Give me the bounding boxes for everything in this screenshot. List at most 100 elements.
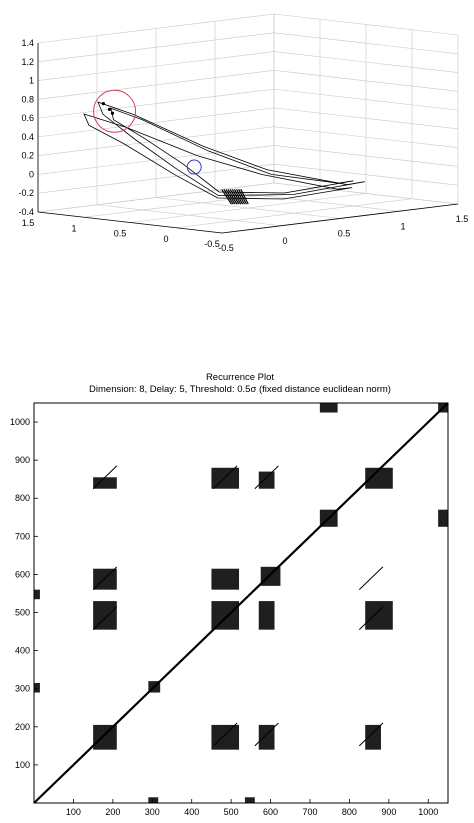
y-tick-label: 800: [15, 493, 30, 503]
y-tick-label: 1.5: [22, 218, 35, 228]
axis-line: [37, 211, 223, 234]
trajectory-line: [221, 189, 232, 205]
x-tick-label: 500: [224, 807, 239, 817]
recurrence-block: [365, 467, 393, 489]
grid-line: [37, 107, 275, 138]
trajectory-line: [238, 188, 247, 205]
z-tick-label: 0.6: [21, 113, 34, 123]
trajectory-line: [231, 189, 242, 205]
x-tick-label: 300: [145, 807, 160, 817]
grid-line: [37, 32, 275, 63]
recurrence-line: [213, 465, 238, 490]
recurrence-block: [260, 566, 281, 586]
recurrence-block: [93, 477, 117, 489]
grid-line: [37, 70, 275, 100]
recurrence-block: [319, 509, 338, 527]
grid-line: [37, 182, 275, 213]
grid-line: [273, 13, 459, 36]
plot-frame: [33, 402, 449, 804]
grid-line: [175, 198, 413, 229]
y-tick-label: 1000: [10, 417, 30, 427]
y-tick-label: 900: [15, 455, 30, 465]
annotations: [93, 89, 202, 175]
x-tick-label: 200: [105, 807, 120, 817]
y-tick-label: 300: [15, 684, 30, 694]
recurrence-block: [148, 681, 161, 693]
x-tick-label: 400: [184, 807, 199, 817]
grid-line: [273, 107, 459, 130]
trajectory-line: [229, 189, 240, 205]
recurrence-line: [358, 566, 384, 591]
trajectory-line: [223, 189, 234, 205]
x-tick-label: 1000: [418, 807, 438, 817]
grid-line: [273, 70, 459, 92]
y-tick-label: 700: [15, 531, 30, 541]
axis-ticks: 100 200 300 400 500 600 700 800 900 1000 100 200 300…: [10, 417, 438, 817]
trajectory-point: [101, 102, 105, 106]
z-tick-label: 1.4: [21, 38, 34, 48]
axis-line: [221, 203, 459, 234]
z-tick-label: 1: [29, 76, 34, 86]
grid-line: [273, 145, 459, 167]
x-tick-label: 800: [342, 807, 357, 817]
y-tick-label: 500: [15, 608, 30, 618]
recurrence-block: [438, 509, 448, 527]
trajectory-point: [110, 111, 115, 115]
trajectory-line: [83, 113, 353, 200]
x-tick-label: 600: [263, 807, 278, 817]
recurrence-block: [438, 403, 448, 413]
x-tick-label: 100: [66, 807, 81, 817]
grid-line: [273, 88, 459, 111]
z-tick-label: 0.2: [21, 151, 34, 161]
grid-line: [273, 51, 459, 73]
recurrence-block: [365, 601, 393, 630]
trajectory-point: [107, 107, 112, 112]
axis-ticks-3d: -0.500.511.5-0.500.511.5-0.4-0.200.20.40…: [18, 38, 468, 253]
grid-line: [37, 163, 275, 194]
recurrence-block: [258, 601, 275, 630]
annotation-circle-blue: [186, 159, 202, 175]
z-tick-label: -0.2: [18, 188, 34, 198]
trajectory: [83, 101, 365, 205]
recurrence-block: [365, 724, 381, 750]
grid-line: [37, 88, 275, 119]
y-tick-label: -0.5: [204, 239, 220, 249]
recurrence-line: [213, 722, 238, 747]
trajectory-line: [233, 188, 244, 205]
x-tick-label: 1: [400, 221, 405, 231]
chart-title: Recurrence Plot: [206, 372, 274, 383]
recurrence-block: [93, 601, 117, 630]
recurrence-block: [258, 471, 275, 489]
y-tick-label: 1: [71, 223, 76, 233]
recurrence-matrix: [33, 402, 449, 804]
trajectory-line: [225, 189, 236, 205]
recurrence-line: [254, 465, 279, 490]
z-tick-label: 0: [29, 169, 34, 179]
z-tick-label: 0.4: [21, 132, 34, 142]
z-tick-label: -0.4: [18, 207, 34, 217]
grid-line: [273, 32, 459, 55]
grid-line: [37, 13, 275, 44]
grid-line: [37, 126, 275, 156]
recurrence-block: [211, 601, 240, 630]
recurrence-block: [211, 467, 240, 489]
recurrence-line: [92, 465, 118, 490]
recurrence-block: [148, 797, 159, 803]
x-tick-label: 900: [381, 807, 396, 817]
recurrence-block: [319, 403, 338, 413]
trajectory-line: [240, 188, 249, 205]
y-tick-label: 600: [15, 569, 30, 579]
z-tick-label: 1.2: [21, 57, 34, 67]
x-tick-label: 1.5: [456, 214, 469, 224]
recurrence-block: [34, 589, 40, 600]
chart-subtitle: Dimension: 8, Delay: 5, Threshold: 0.5σ …: [89, 384, 391, 395]
grid-line: [273, 163, 459, 186]
z-tick-label: 0.8: [21, 94, 34, 104]
x-tick-label: 700: [302, 807, 317, 817]
x-tick-label: 0.5: [338, 229, 351, 239]
trajectory-line: [236, 188, 246, 205]
recurrence-line: [358, 722, 384, 747]
recurrence-line: [358, 606, 384, 631]
x-tick-label: 0: [282, 236, 287, 246]
